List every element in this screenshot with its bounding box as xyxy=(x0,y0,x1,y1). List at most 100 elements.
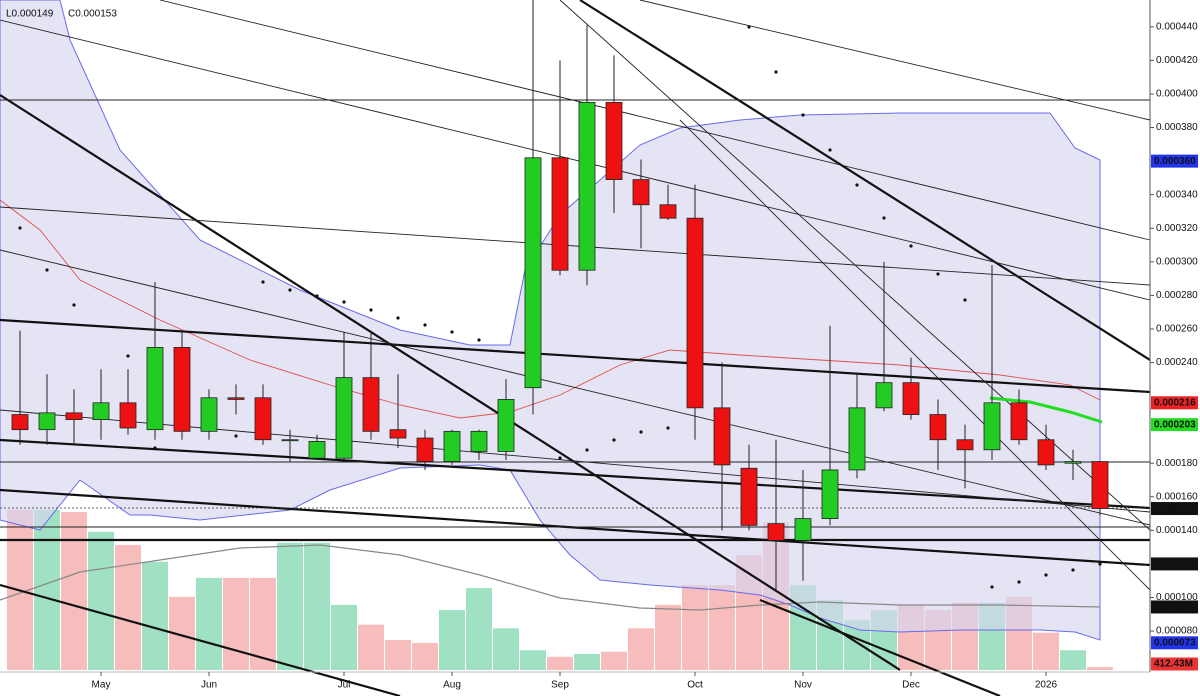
x-tick-label: Oct xyxy=(687,680,703,691)
x-tick-label: May xyxy=(92,680,111,691)
price-tag-label: 0.000073 xyxy=(1154,637,1196,648)
candle-body xyxy=(1037,439,1055,466)
volume-bar xyxy=(466,588,492,670)
y-tick-label: 0.000260 xyxy=(1156,324,1198,335)
candle-body xyxy=(1064,461,1082,464)
trendline xyxy=(0,249,1151,526)
price-tag xyxy=(1151,557,1198,571)
candle-body xyxy=(92,402,110,420)
price-tag xyxy=(1151,418,1198,432)
price-tag-label: 0.000203 xyxy=(1154,419,1196,430)
candle-body xyxy=(929,414,947,441)
sar-dots xyxy=(18,25,1102,589)
candle-body xyxy=(1010,402,1028,441)
volume-bar xyxy=(601,651,627,670)
candle-body xyxy=(416,437,434,462)
axis-layer: May Jun Jul Aug Sep Oct Nov Dec 2026 0.000440 0.00… xyxy=(92,21,1199,690)
candle-body xyxy=(173,347,191,432)
trendline xyxy=(0,409,1151,513)
volume-bar xyxy=(1060,650,1086,670)
price-tag xyxy=(1151,600,1198,614)
candle-body xyxy=(578,101,596,271)
x-tick-label: 2026 xyxy=(1035,680,1058,691)
candle-body xyxy=(119,402,137,429)
candle-body xyxy=(902,382,920,415)
candle-body xyxy=(65,412,83,420)
candle-body xyxy=(605,101,623,180)
volume-bar xyxy=(628,628,654,670)
volume-layer xyxy=(7,509,1113,670)
y-tick-label: 0.000420 xyxy=(1156,55,1198,66)
candle-body xyxy=(38,412,56,431)
y-tick-label: 0.000400 xyxy=(1156,89,1198,100)
candle-body xyxy=(470,430,488,452)
volume-average xyxy=(0,544,1101,611)
candle-body xyxy=(551,157,569,271)
candle-body xyxy=(794,518,812,541)
price-tag xyxy=(1151,502,1198,516)
candle-body xyxy=(254,397,272,441)
y-tick-label: 0.000340 xyxy=(1156,189,1198,200)
trendline xyxy=(759,598,1001,696)
candle-body xyxy=(308,441,326,459)
volume-bar xyxy=(655,604,681,670)
y-tick-label: 0.000320 xyxy=(1156,223,1198,234)
trendline xyxy=(0,206,1151,286)
trendline xyxy=(0,318,1151,394)
price-tag-label: 412.43M xyxy=(1154,659,1193,670)
y-tick-label: 0.000440 xyxy=(1156,21,1198,32)
trendline xyxy=(0,94,901,671)
volume-bar xyxy=(682,585,708,670)
volume-bar xyxy=(331,604,357,670)
volume-bar xyxy=(412,642,438,670)
volume-bar xyxy=(520,650,546,670)
ohlc-low: L0.000149 xyxy=(6,9,54,20)
price-tag xyxy=(1151,636,1198,650)
trendline xyxy=(679,119,1151,591)
trendline xyxy=(0,488,1151,567)
price-tag xyxy=(1151,154,1198,168)
candle-body xyxy=(956,439,974,451)
candle-body xyxy=(362,377,380,432)
volume-bar xyxy=(223,577,249,670)
price-tag xyxy=(1151,657,1198,671)
volume-bar xyxy=(61,512,87,670)
candle-body xyxy=(767,523,785,541)
candle-body xyxy=(443,430,461,462)
candle-body xyxy=(389,429,407,439)
y-tick-label: 0.000300 xyxy=(1156,256,1198,267)
volume-bar xyxy=(88,531,114,670)
volume-bar xyxy=(358,624,384,670)
y-tick-label: 0.000080 xyxy=(1156,626,1198,637)
trendline xyxy=(0,19,1151,301)
x-tick-label: Jul xyxy=(338,680,351,691)
volume-bar xyxy=(709,585,735,670)
y-tick-label: 0.000280 xyxy=(1156,290,1198,301)
x-tick-label: Sep xyxy=(551,680,569,691)
trendline xyxy=(0,583,401,696)
x-tick-label: Nov xyxy=(794,680,812,691)
volume-bar xyxy=(1087,666,1113,670)
candle-body xyxy=(335,377,353,459)
candle-body xyxy=(740,467,758,526)
short-average xyxy=(989,396,1103,424)
volume-bar xyxy=(1033,632,1059,670)
candle-layer xyxy=(11,0,1109,591)
candle-body xyxy=(524,157,542,389)
volume-bar xyxy=(277,542,303,670)
volume-bar xyxy=(574,653,600,670)
candle-body xyxy=(821,469,839,520)
price-tag-label: 0.000153 xyxy=(1154,503,1196,514)
candle-body xyxy=(983,402,1001,451)
volume-bar xyxy=(439,610,465,670)
x-tick-label: Dec xyxy=(902,680,920,691)
price-tag-label: 0.000120 xyxy=(1154,559,1196,570)
trendline xyxy=(159,0,1151,241)
candle-body xyxy=(1091,461,1109,509)
y-tick-label: 0.000100 xyxy=(1156,592,1198,603)
price-tag-label: 0.000360 xyxy=(1154,156,1196,167)
volume-bar xyxy=(547,656,573,670)
y-tick-label: 0.000180 xyxy=(1156,458,1198,469)
